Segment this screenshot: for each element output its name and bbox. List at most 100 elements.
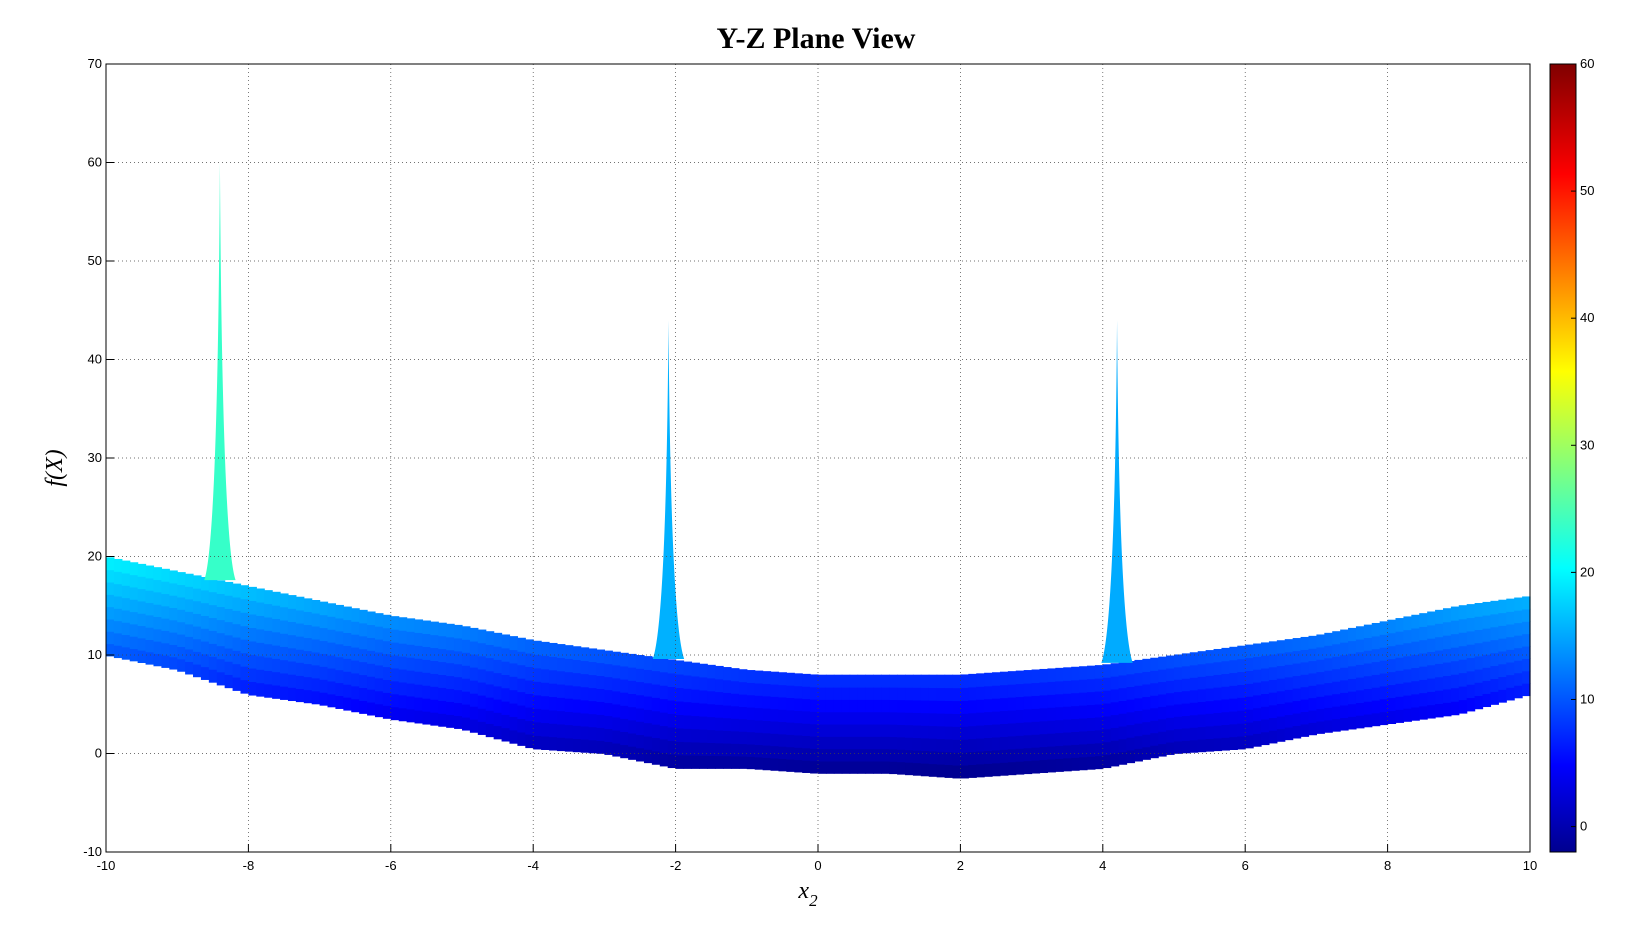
surface-strip xyxy=(549,642,558,657)
surface-strip xyxy=(1348,640,1357,654)
surface-strip xyxy=(699,755,708,769)
colorbar-tick-label: 20 xyxy=(1580,564,1594,579)
surface-strip xyxy=(754,682,764,696)
surface-strip xyxy=(1466,630,1476,645)
surface-strip xyxy=(857,711,867,725)
surface-strip xyxy=(161,630,170,644)
surface-strip xyxy=(849,723,859,737)
surface-strip xyxy=(533,721,542,736)
surface-strip xyxy=(335,604,344,619)
surface-strip xyxy=(1253,681,1262,696)
surface-strip xyxy=(1506,687,1515,701)
surface-strip xyxy=(1300,674,1310,688)
surface-strip xyxy=(145,651,155,665)
surface-strip xyxy=(1047,733,1056,747)
surface-strip xyxy=(612,742,621,757)
surface-strip xyxy=(1442,608,1452,623)
x-tick-label: -8 xyxy=(243,858,255,873)
surface-strip xyxy=(794,697,803,711)
surface-strip xyxy=(1150,707,1159,721)
surface-strip xyxy=(1379,621,1389,635)
surface-strip xyxy=(1094,665,1104,679)
surface-strip xyxy=(398,630,408,644)
surface-strip xyxy=(1055,706,1064,721)
surface-strip xyxy=(351,659,360,674)
surface-strip xyxy=(572,698,582,713)
surface-strip xyxy=(525,639,534,654)
surface-strip xyxy=(1284,726,1294,741)
surface-strip xyxy=(1150,657,1159,671)
surface-strip xyxy=(770,757,780,771)
surface-strip xyxy=(691,755,700,769)
surface-strip xyxy=(1395,670,1405,684)
surface-strip xyxy=(208,578,218,593)
surface-strip xyxy=(1079,730,1088,745)
surface-strip xyxy=(841,687,851,700)
surface-strip xyxy=(1007,709,1017,724)
surface-strip xyxy=(1458,645,1468,660)
surface-strip xyxy=(359,635,368,650)
surface-strip xyxy=(224,661,234,675)
surface-strip xyxy=(1514,597,1523,611)
surface-strip xyxy=(1055,758,1064,772)
surface-strip xyxy=(588,648,598,663)
surface-strip xyxy=(659,698,669,713)
surface-strip xyxy=(287,595,297,609)
surface-strip xyxy=(1482,614,1492,629)
surface-strip xyxy=(462,639,471,653)
surface-strip xyxy=(280,633,289,647)
surface-strip xyxy=(359,609,368,624)
surface-strip xyxy=(1363,637,1373,651)
surface-strip xyxy=(1284,639,1294,653)
surface-strip xyxy=(145,577,155,591)
x-axis-label-subscript: 2 xyxy=(809,891,818,910)
surface-strip xyxy=(588,674,598,689)
surface-strip xyxy=(818,711,827,725)
surface-strip xyxy=(1308,672,1317,686)
surface-strip xyxy=(1102,690,1112,704)
surface-strip xyxy=(1102,754,1112,769)
surface-strip xyxy=(1031,734,1041,748)
surface-strip xyxy=(145,590,155,604)
surface-strip xyxy=(1142,671,1151,685)
surface-strip xyxy=(999,684,1009,699)
surface-strip xyxy=(438,687,447,701)
surface-strip xyxy=(984,685,993,700)
surface-strip xyxy=(398,656,408,670)
surface-strip xyxy=(754,707,764,721)
surface-strip xyxy=(272,605,281,619)
surface-strip xyxy=(359,700,368,714)
surface-strip xyxy=(667,699,677,715)
surface-strip xyxy=(1490,639,1499,654)
surface-strip xyxy=(343,671,352,685)
surface-strip xyxy=(928,763,938,777)
surface-strip xyxy=(1197,651,1207,665)
surface-strip xyxy=(1324,632,1333,646)
surface-strip xyxy=(1514,610,1523,624)
surface-strip xyxy=(1007,671,1017,685)
surface-strip xyxy=(1506,611,1515,625)
surface-strip xyxy=(707,755,716,769)
surface-strip xyxy=(224,647,234,662)
surface-strip xyxy=(1166,704,1175,718)
surface-strip xyxy=(841,699,851,713)
surface-strip xyxy=(707,703,716,718)
surface-strip xyxy=(1395,631,1405,645)
surface-strip xyxy=(580,673,590,688)
surface-strip xyxy=(849,736,859,750)
surface-strip xyxy=(1047,758,1056,773)
surface-strip xyxy=(1379,698,1389,713)
surface-strip xyxy=(928,738,938,752)
surface-strip xyxy=(1427,678,1436,692)
surface-strip xyxy=(1134,697,1143,712)
surface-strip xyxy=(651,697,661,712)
surface-strip xyxy=(454,637,463,652)
surface-strip xyxy=(620,679,629,693)
surface-strip xyxy=(327,667,337,682)
surface-strip xyxy=(240,639,249,654)
surface-strip xyxy=(1284,701,1294,716)
surface-strip xyxy=(1466,670,1476,685)
surface-strip xyxy=(604,715,613,729)
surface-strip xyxy=(1316,696,1325,710)
surface-strip xyxy=(572,712,582,726)
